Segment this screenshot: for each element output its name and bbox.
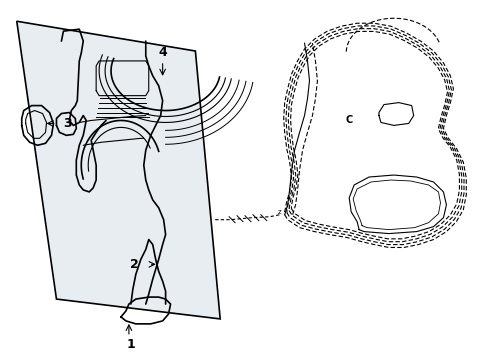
Text: z: z [277,209,281,215]
Polygon shape [17,21,220,319]
Text: C: C [345,116,352,126]
Text: 4: 4 [158,46,167,59]
Text: 1: 1 [126,338,135,351]
Text: 2: 2 [130,258,139,271]
Text: 3: 3 [63,117,72,130]
